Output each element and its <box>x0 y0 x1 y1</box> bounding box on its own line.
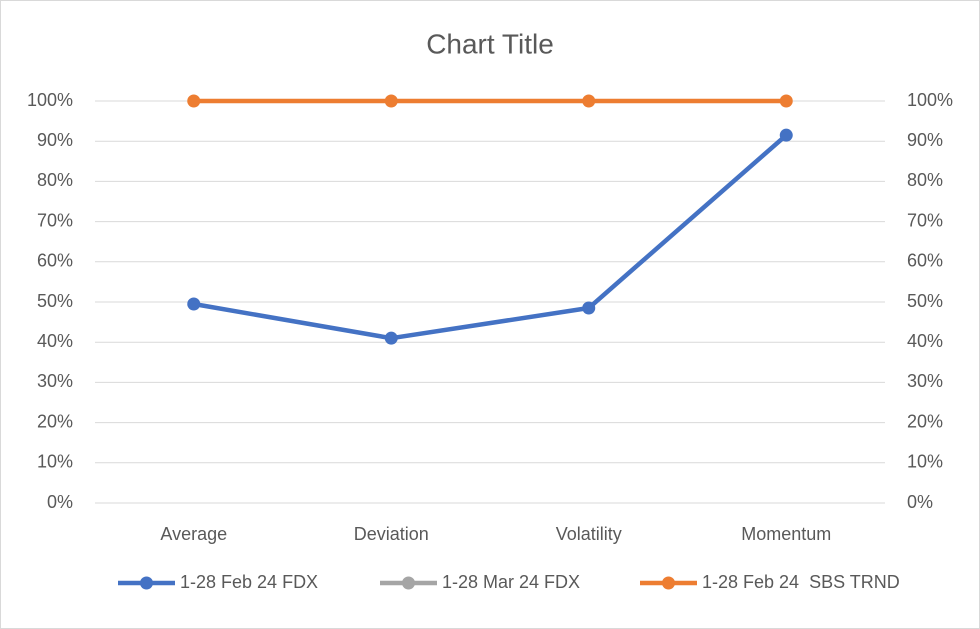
legend-marker <box>662 576 675 590</box>
series-marker <box>582 301 596 315</box>
y2-tick-label: 100% <box>907 90 953 110</box>
legend-marker <box>140 576 153 590</box>
y-tick-label: 40% <box>37 331 73 351</box>
series-marker <box>384 331 398 345</box>
y2-tick-label: 60% <box>907 251 943 271</box>
y-tick-label: 90% <box>37 130 73 150</box>
y2-tick-label: 80% <box>907 170 943 190</box>
series-marker <box>582 94 596 108</box>
legend-label: 1-28 Feb 24 FDX <box>180 572 318 592</box>
y2-tick-label: 50% <box>907 291 943 311</box>
series-marker <box>779 94 793 108</box>
series-marker <box>384 94 398 108</box>
y-tick-label: 50% <box>37 291 73 311</box>
y-tick-label: 10% <box>37 452 73 472</box>
series-marker <box>187 94 201 108</box>
y-tick-label: 0% <box>47 492 73 512</box>
x-tick-label: Volatility <box>556 524 622 544</box>
y2-tick-label: 30% <box>907 371 943 391</box>
y-tick-label: 70% <box>37 210 73 230</box>
y2-tick-label: 0% <box>907 492 933 512</box>
legend-marker <box>402 576 415 590</box>
series-marker <box>187 297 201 311</box>
y2-tick-label: 10% <box>907 452 943 472</box>
chart-title: Chart Title <box>426 28 554 59</box>
y-tick-label: 100% <box>27 90 73 110</box>
x-tick-label: Momentum <box>741 524 831 544</box>
y-tick-label: 80% <box>37 170 73 190</box>
y2-tick-label: 90% <box>907 130 943 150</box>
y2-tick-label: 20% <box>907 411 943 431</box>
legend-label: 1-28 Feb 24 SBS TRND <box>702 572 900 592</box>
y-tick-label: 20% <box>37 411 73 431</box>
x-tick-label: Deviation <box>354 524 429 544</box>
x-tick-label: Average <box>160 524 227 544</box>
y-tick-label: 30% <box>37 371 73 391</box>
legend-label: 1-28 Mar 24 FDX <box>442 572 580 592</box>
y-tick-label: 60% <box>37 251 73 271</box>
series-marker <box>779 128 793 142</box>
y2-tick-label: 70% <box>907 210 943 230</box>
y2-tick-label: 40% <box>907 331 943 351</box>
series-line <box>193 133 788 341</box>
